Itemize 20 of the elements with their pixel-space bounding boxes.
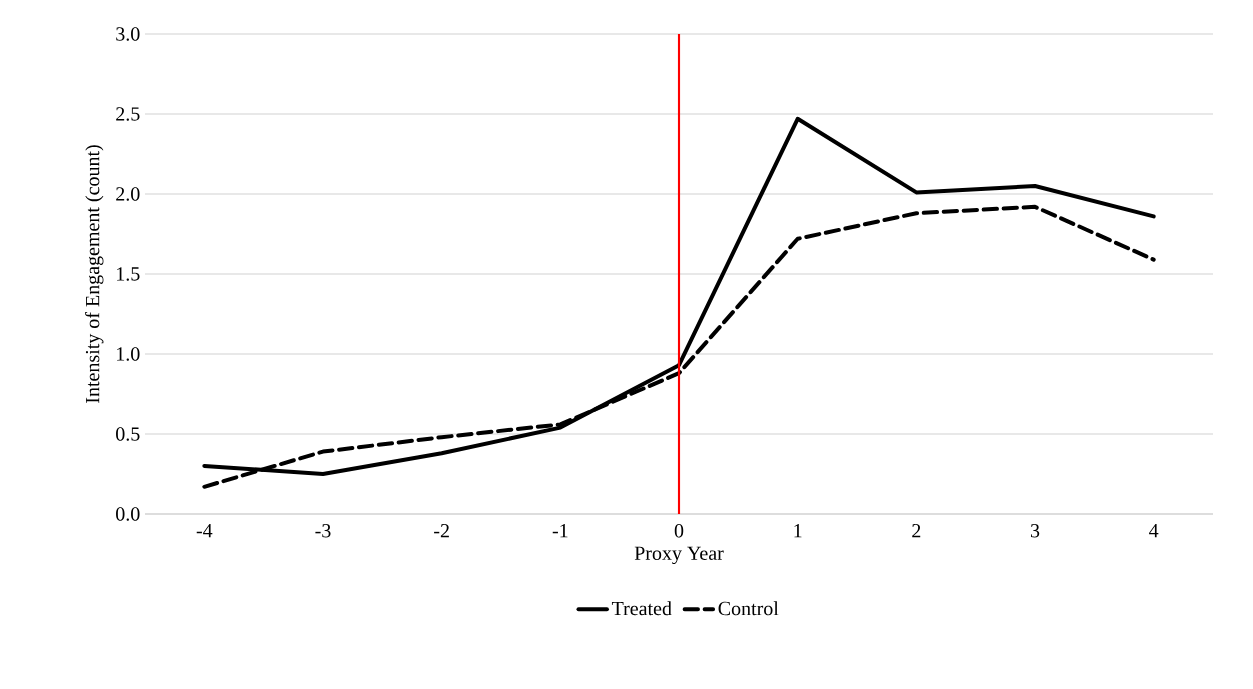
x-tick-label: -2 [434,524,449,538]
x-tick-label: -1 [552,524,568,538]
x-tick-label: -4 [196,524,213,538]
y-tick-label: 0.0 [116,507,140,521]
y-tick-label: 0.5 [116,427,140,441]
x-tick-label: 1 [794,524,802,538]
y-tick-label: 2.5 [116,107,140,121]
x-axis-title: Proxy Year [634,546,724,565]
y-tick-label: 1.5 [117,267,140,281]
y-tick-label: 1.0 [117,347,140,361]
x-tick-label: 3 [1030,524,1040,538]
legend-label: Treated [611,601,672,616]
x-tick-label: -3 [315,524,331,538]
x-tick-label: 0 [674,524,684,538]
legend-label: Control [718,601,779,616]
x-tick-label: 2 [912,524,921,538]
x-tick-label: 4 [1149,524,1159,538]
y-axis-title: Intensity of Engagement (count) [85,145,104,403]
y-tick-label: 3.0 [116,27,140,41]
y-tick-label: 2.0 [116,187,140,201]
